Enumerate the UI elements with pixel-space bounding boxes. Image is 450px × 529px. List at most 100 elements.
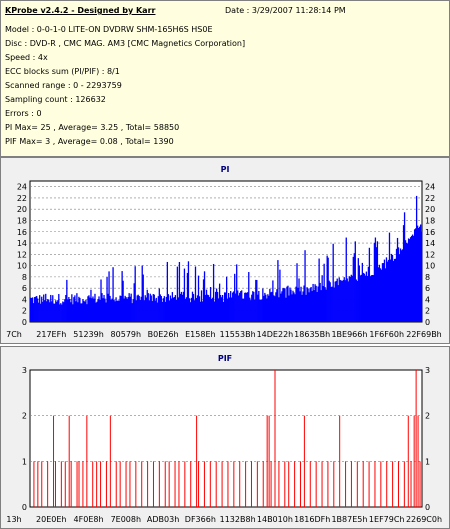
pi-bar xyxy=(199,301,202,322)
pi-bar xyxy=(286,286,288,322)
disc-line: Disc : DVD-R , CMC MAG. AM3 [CMC Magneti… xyxy=(5,39,246,48)
pi-bar xyxy=(271,291,273,322)
pi-bar xyxy=(331,286,333,322)
pi-bar xyxy=(146,289,148,322)
pi-bar xyxy=(407,238,410,322)
pi-bar xyxy=(50,294,52,322)
pi-bar xyxy=(202,279,205,322)
pi-bar xyxy=(410,235,413,322)
pi-bar xyxy=(269,288,271,322)
pi-bar xyxy=(350,274,352,322)
pi-bar xyxy=(186,272,189,322)
pi-bar xyxy=(352,256,354,322)
pi-bar xyxy=(311,291,313,322)
pi-bar xyxy=(236,264,238,322)
pi-bar xyxy=(176,266,179,322)
pi-bar xyxy=(340,280,342,322)
pi-bar xyxy=(85,299,87,322)
pi-bar xyxy=(330,286,332,322)
pi-bar xyxy=(250,300,252,322)
pi-bar xyxy=(181,294,184,322)
pi-bar xyxy=(41,296,43,322)
pi-bar xyxy=(59,304,61,322)
pif-xtick: 13h xyxy=(6,515,21,524)
pi-bar xyxy=(245,292,247,322)
pi-bar xyxy=(392,260,395,322)
pi-bar xyxy=(35,296,37,322)
pi-bar xyxy=(307,288,309,322)
pi-stats-line: PI Max= 25 , Average= 3.25 , Total= 5885… xyxy=(5,123,180,132)
pi-bar xyxy=(44,300,46,322)
pi-bar xyxy=(339,279,341,322)
pi-bar xyxy=(295,286,297,322)
pi-bar xyxy=(416,225,419,322)
pi-bar xyxy=(94,293,96,322)
pi-bar xyxy=(408,239,411,322)
pi-bar xyxy=(305,294,307,322)
pi-bar xyxy=(391,254,394,322)
pi-bar xyxy=(223,292,226,322)
pi-bar xyxy=(329,282,331,322)
pi-bar xyxy=(359,275,361,322)
pi-bar xyxy=(200,290,203,322)
pi-bar xyxy=(92,296,94,322)
pi-bar xyxy=(136,295,138,322)
pi-bar xyxy=(237,290,239,322)
pi-bar xyxy=(47,299,49,322)
pi-bar xyxy=(67,299,69,322)
pi-bar xyxy=(277,260,279,322)
pi-bar xyxy=(384,268,387,322)
pi-bar xyxy=(123,298,125,322)
pi-bar xyxy=(398,254,401,322)
pi-bar xyxy=(364,275,367,322)
pi-bar xyxy=(81,303,83,322)
pi-bar xyxy=(378,264,381,322)
pi-bar xyxy=(258,290,260,322)
pi-bar xyxy=(251,294,253,322)
pi-bar xyxy=(99,299,101,322)
pi-bar xyxy=(103,294,105,322)
pi-bar xyxy=(147,293,149,322)
pi-bar xyxy=(166,261,169,322)
pi-bar xyxy=(390,253,393,322)
pi-bar xyxy=(52,295,54,322)
pi-bar xyxy=(248,272,250,322)
pi-bar xyxy=(377,267,380,322)
pi-bar xyxy=(180,291,183,322)
pi-bar xyxy=(196,295,199,322)
pi-bar xyxy=(322,286,324,322)
pi-bar xyxy=(58,294,60,322)
pi-bar xyxy=(148,300,150,322)
pi-bar xyxy=(262,288,264,322)
pi-bar xyxy=(221,295,224,322)
pi-bar xyxy=(178,262,181,322)
pi-bar xyxy=(259,299,261,322)
pi-bar xyxy=(317,286,319,322)
pi-bar xyxy=(229,297,231,322)
pif-title: PIF xyxy=(218,354,232,363)
pi-bar xyxy=(69,299,71,322)
pi-xtick: 80579h xyxy=(111,330,142,339)
pi-bar xyxy=(213,301,216,322)
pi-bar xyxy=(362,272,365,322)
pi-ytick-right: 2 xyxy=(425,307,430,316)
pi-xtick: 14DE22h xyxy=(257,330,294,339)
pi-xtick: 11553Bh xyxy=(220,330,256,339)
pif-xtick: 1EF79Ch xyxy=(369,515,405,524)
pi-ytick-left: 6 xyxy=(22,284,27,293)
pi-bar xyxy=(167,294,170,322)
pi-ytick-left: 12 xyxy=(17,250,27,259)
pi-bar xyxy=(72,304,74,322)
app-title: KProbe v2.4.2 - Designed by Karr xyxy=(5,6,156,15)
pi-bar xyxy=(386,261,389,322)
pi-bar xyxy=(334,281,336,322)
pi-bar xyxy=(108,271,110,322)
pi-bar xyxy=(224,292,227,322)
pif-xtick: 1B87E5h xyxy=(331,515,367,524)
pi-bar xyxy=(388,232,391,322)
pi-bar xyxy=(289,287,291,322)
pi-bar xyxy=(393,258,396,322)
pi-bar xyxy=(343,277,345,322)
pi-bar xyxy=(182,291,185,322)
pi-bar xyxy=(131,303,133,322)
